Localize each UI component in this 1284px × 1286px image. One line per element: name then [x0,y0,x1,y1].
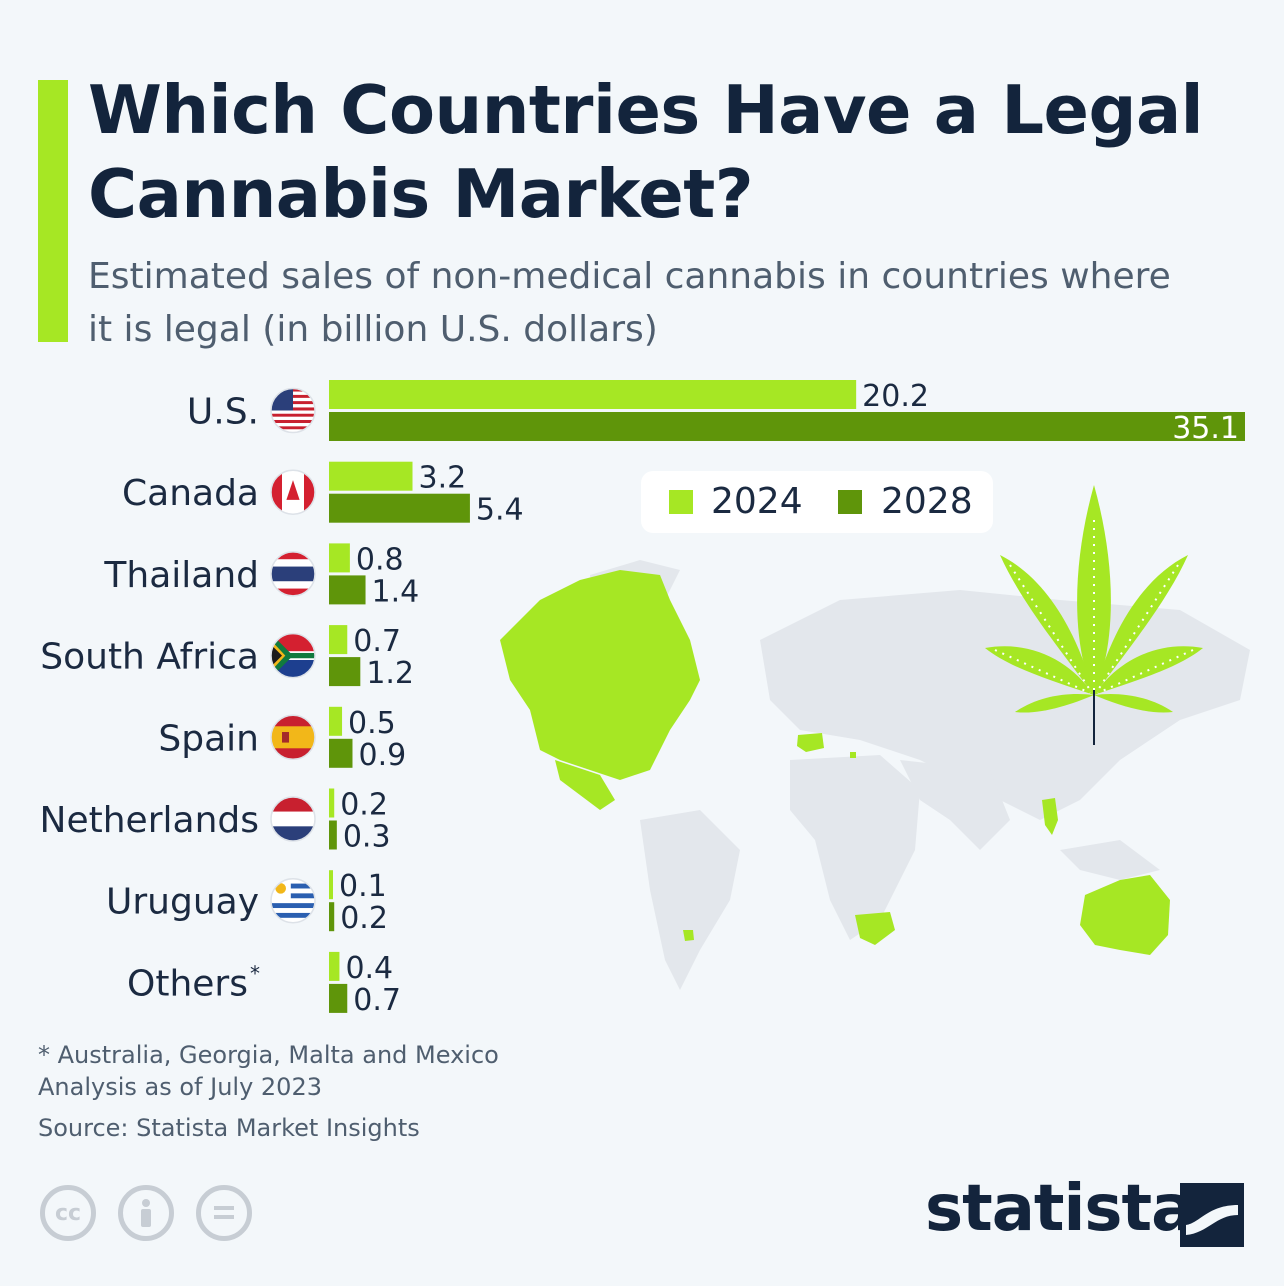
value-label-2028: 35.1 [1172,411,1239,446]
value-label-2028: 5.4 [476,493,524,528]
canada-flag-icon [270,469,316,515]
page-title: Which Countries Have a Legal Cannabis Ma… [88,71,1204,233]
value-label-2024: 0.7 [353,624,401,659]
statista-logo-mark-icon [1180,1183,1244,1247]
attribution-icon[interactable] [118,1185,174,1241]
legend-swatch-2028 [838,490,862,514]
netherlands-flag-icon [270,796,316,842]
bar-2028 [329,902,335,932]
value-label-2024: 0.5 [348,706,396,741]
value-label-2028: 0.7 [353,983,401,1018]
value-label-2028: 1.4 [372,574,420,609]
bar-2028 [329,738,353,768]
category-label: Netherlands [40,800,259,841]
cannabis-leaf-icon [985,485,1203,745]
category-label: Thailand [103,555,259,596]
bar-2028 [329,493,470,523]
value-label-2028: 0.2 [340,901,388,936]
legend-label-2028: 2028 [881,481,973,522]
bar-2024 [329,706,343,736]
bar-2028 [329,983,348,1013]
uruguay-flag-icon [270,877,316,924]
bar-2024 [329,788,335,818]
legend-label-2024: 2024 [711,481,803,522]
us-flag-icon [270,387,316,434]
bar-2028 [329,820,337,850]
bar-2028 [329,657,361,687]
value-label-2024: 0.4 [345,951,393,986]
category-footnote-marker: * [250,961,260,985]
cc-icon[interactable]: cc [40,1185,96,1241]
bar-2024 [329,543,350,573]
bar-2024 [329,625,348,655]
bar-2024 [329,380,857,409]
page-subtitle: Estimated sales of non-medical cannabis … [88,256,1171,350]
category-label: Uruguay [106,882,259,923]
footnote-others: * Australia, Georgia, Malta and Mexico [38,1041,499,1069]
legend-swatch-2024 [669,490,693,514]
value-label-2028: 0.3 [343,820,391,855]
south-africa-flag-icon [270,632,316,679]
category-label: Canada [122,473,259,514]
source-note: Source: Statista Market Insights [38,1114,420,1142]
value-label-2024: 20.2 [862,379,929,414]
statista-logo[interactable]: statista [925,1172,1194,1246]
thailand-flag-icon [270,551,316,597]
category-label: Spain [158,718,259,759]
footnote-analysis-date: Analysis as of July 2023 [38,1073,322,1101]
no-derivatives-icon[interactable] [196,1185,252,1241]
spain-flag-icon [270,714,316,761]
value-label-2024: 3.2 [419,461,467,496]
title-accent-bar [38,80,68,342]
bar-2024 [329,461,413,491]
chart-legend: 2024 2028 [641,471,993,533]
bar-2024 [329,951,340,981]
bar-2028 [329,412,1245,441]
value-label-2028: 0.9 [358,738,406,773]
value-label-2024: 0.1 [339,869,387,904]
value-label-2024: 0.8 [356,542,404,577]
category-label: U.S. [187,392,259,433]
bar-2028 [329,575,366,605]
category-label: South Africa [40,637,259,678]
value-label-2028: 1.2 [366,656,414,691]
bar-2024 [329,870,333,900]
category-label: Others [127,963,248,1004]
value-label-2024: 0.2 [340,788,388,823]
